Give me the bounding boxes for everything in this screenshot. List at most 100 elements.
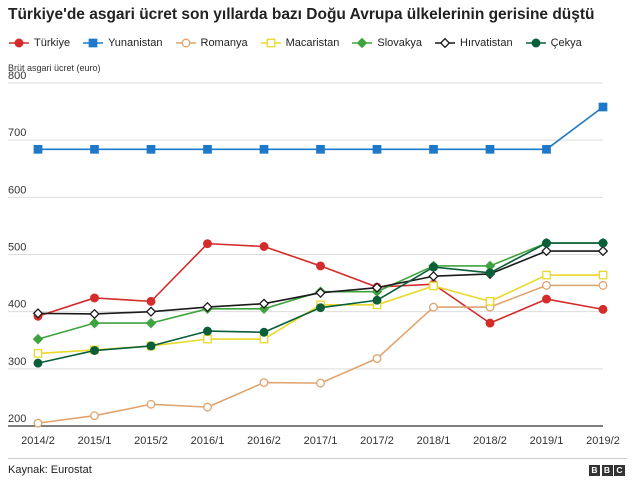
data-point [485,144,495,154]
legend-marker [531,38,541,48]
data-point [146,144,156,154]
legend-item: Türkiye [8,37,70,49]
x-tick-label: 2015/1 [78,435,112,447]
legend-marker [88,38,98,48]
legend: Türkiye Yunanistan Romanya Macaristan Slovak… [8,37,594,49]
series-yunanistan [33,102,608,154]
legend-marker [266,38,275,48]
legend-label: Türkiye [34,37,71,49]
data-point [89,308,100,320]
bbc-logo-letter: C [614,465,625,476]
legend-item: Romanya [175,37,248,49]
data-point [32,308,44,319]
data-point [259,144,269,154]
data-point [315,287,326,299]
data-point [33,418,43,428]
legend-label: Slovakya [377,37,423,49]
data-point [145,317,157,329]
data-point [203,334,212,344]
x-tick-label: 2019/1 [530,435,564,447]
y-axis-label: Brüt asgari ücret (euro) [8,63,101,73]
data-point [90,346,99,355]
x-tick-label: 2018/2 [473,435,507,447]
y-tick-label: 800 [8,70,26,82]
data-point [542,238,551,248]
legend-label: Yunanistan [108,37,163,49]
legend-item: Macaristan [260,37,340,49]
data-point [541,245,552,257]
bbc-logo-letter: B [601,465,613,476]
x-tick-label: 2017/2 [360,435,394,447]
bbc-logo-letter: B [589,465,600,476]
x-tick-label: 2018/1 [417,435,451,447]
x-tick-label: 2016/2 [247,435,281,447]
data-point [598,270,608,280]
data-point [372,295,382,305]
y-tick-label: 200 [8,413,26,425]
data-point [429,302,438,312]
legend-marker [439,37,451,49]
x-tick-label: 2014/2 [21,435,55,447]
data-point [90,411,99,421]
data-point [597,245,609,257]
data-point [146,341,156,351]
legend-item: Çekya [525,37,582,49]
footer-divider [8,458,627,459]
data-point [90,144,99,154]
y-tick-label: 600 [8,184,26,196]
legend-marker [181,38,190,48]
legend-swatch [525,38,546,48]
y-tick-label: 700 [8,127,26,139]
data-point [372,144,382,154]
data-point [598,280,608,290]
data-point [429,262,438,272]
data-point [371,282,383,293]
data-point [203,326,212,336]
data-point [89,317,100,329]
legend-label: Macaristan [285,37,340,49]
data-point [32,333,44,345]
data-point [485,268,495,278]
legend-label: Hırvatistan [460,37,513,49]
data-point [372,354,382,363]
data-point [33,358,43,368]
data-point [598,304,608,314]
gridlines [8,82,603,427]
data-point [259,378,269,388]
y-tick-label: 500 [8,242,26,254]
data-point [598,238,608,248]
data-point [316,378,325,388]
series-line [38,106,604,151]
data-point [485,318,495,328]
x-tick-label: 2015/2 [134,435,168,447]
data-point [90,293,99,303]
data-point [145,306,157,317]
data-point [258,298,270,309]
chart-title: Türkiye'de asgari ücret son yıllarda baz… [8,6,595,23]
legend-swatch [352,37,373,49]
data-point [428,271,439,282]
series-romanya [33,280,608,428]
data-point [485,297,495,306]
data-point [429,144,438,154]
series-çekya [33,238,608,368]
legend-swatch [260,38,281,48]
data-point [202,301,213,313]
data-point [203,402,212,412]
legend-swatch [9,38,29,48]
legend-swatch [435,37,456,49]
data-point [542,144,551,154]
series-lines [32,102,609,428]
data-point [598,102,608,112]
series-macaristan [33,270,608,358]
x-tick-labels: 2014/2 2015/1 2015/2 2016/1 2016/2 2017/1 2017… [21,435,620,447]
data-point [33,349,43,358]
y-tick-label: 300 [8,356,26,368]
data-point [33,144,43,154]
data-point [542,270,551,280]
data-point [203,144,212,154]
legend-swatch [175,38,196,48]
bbc-logo: B B C [588,465,625,476]
legend-item: Yunanistan [82,37,163,49]
